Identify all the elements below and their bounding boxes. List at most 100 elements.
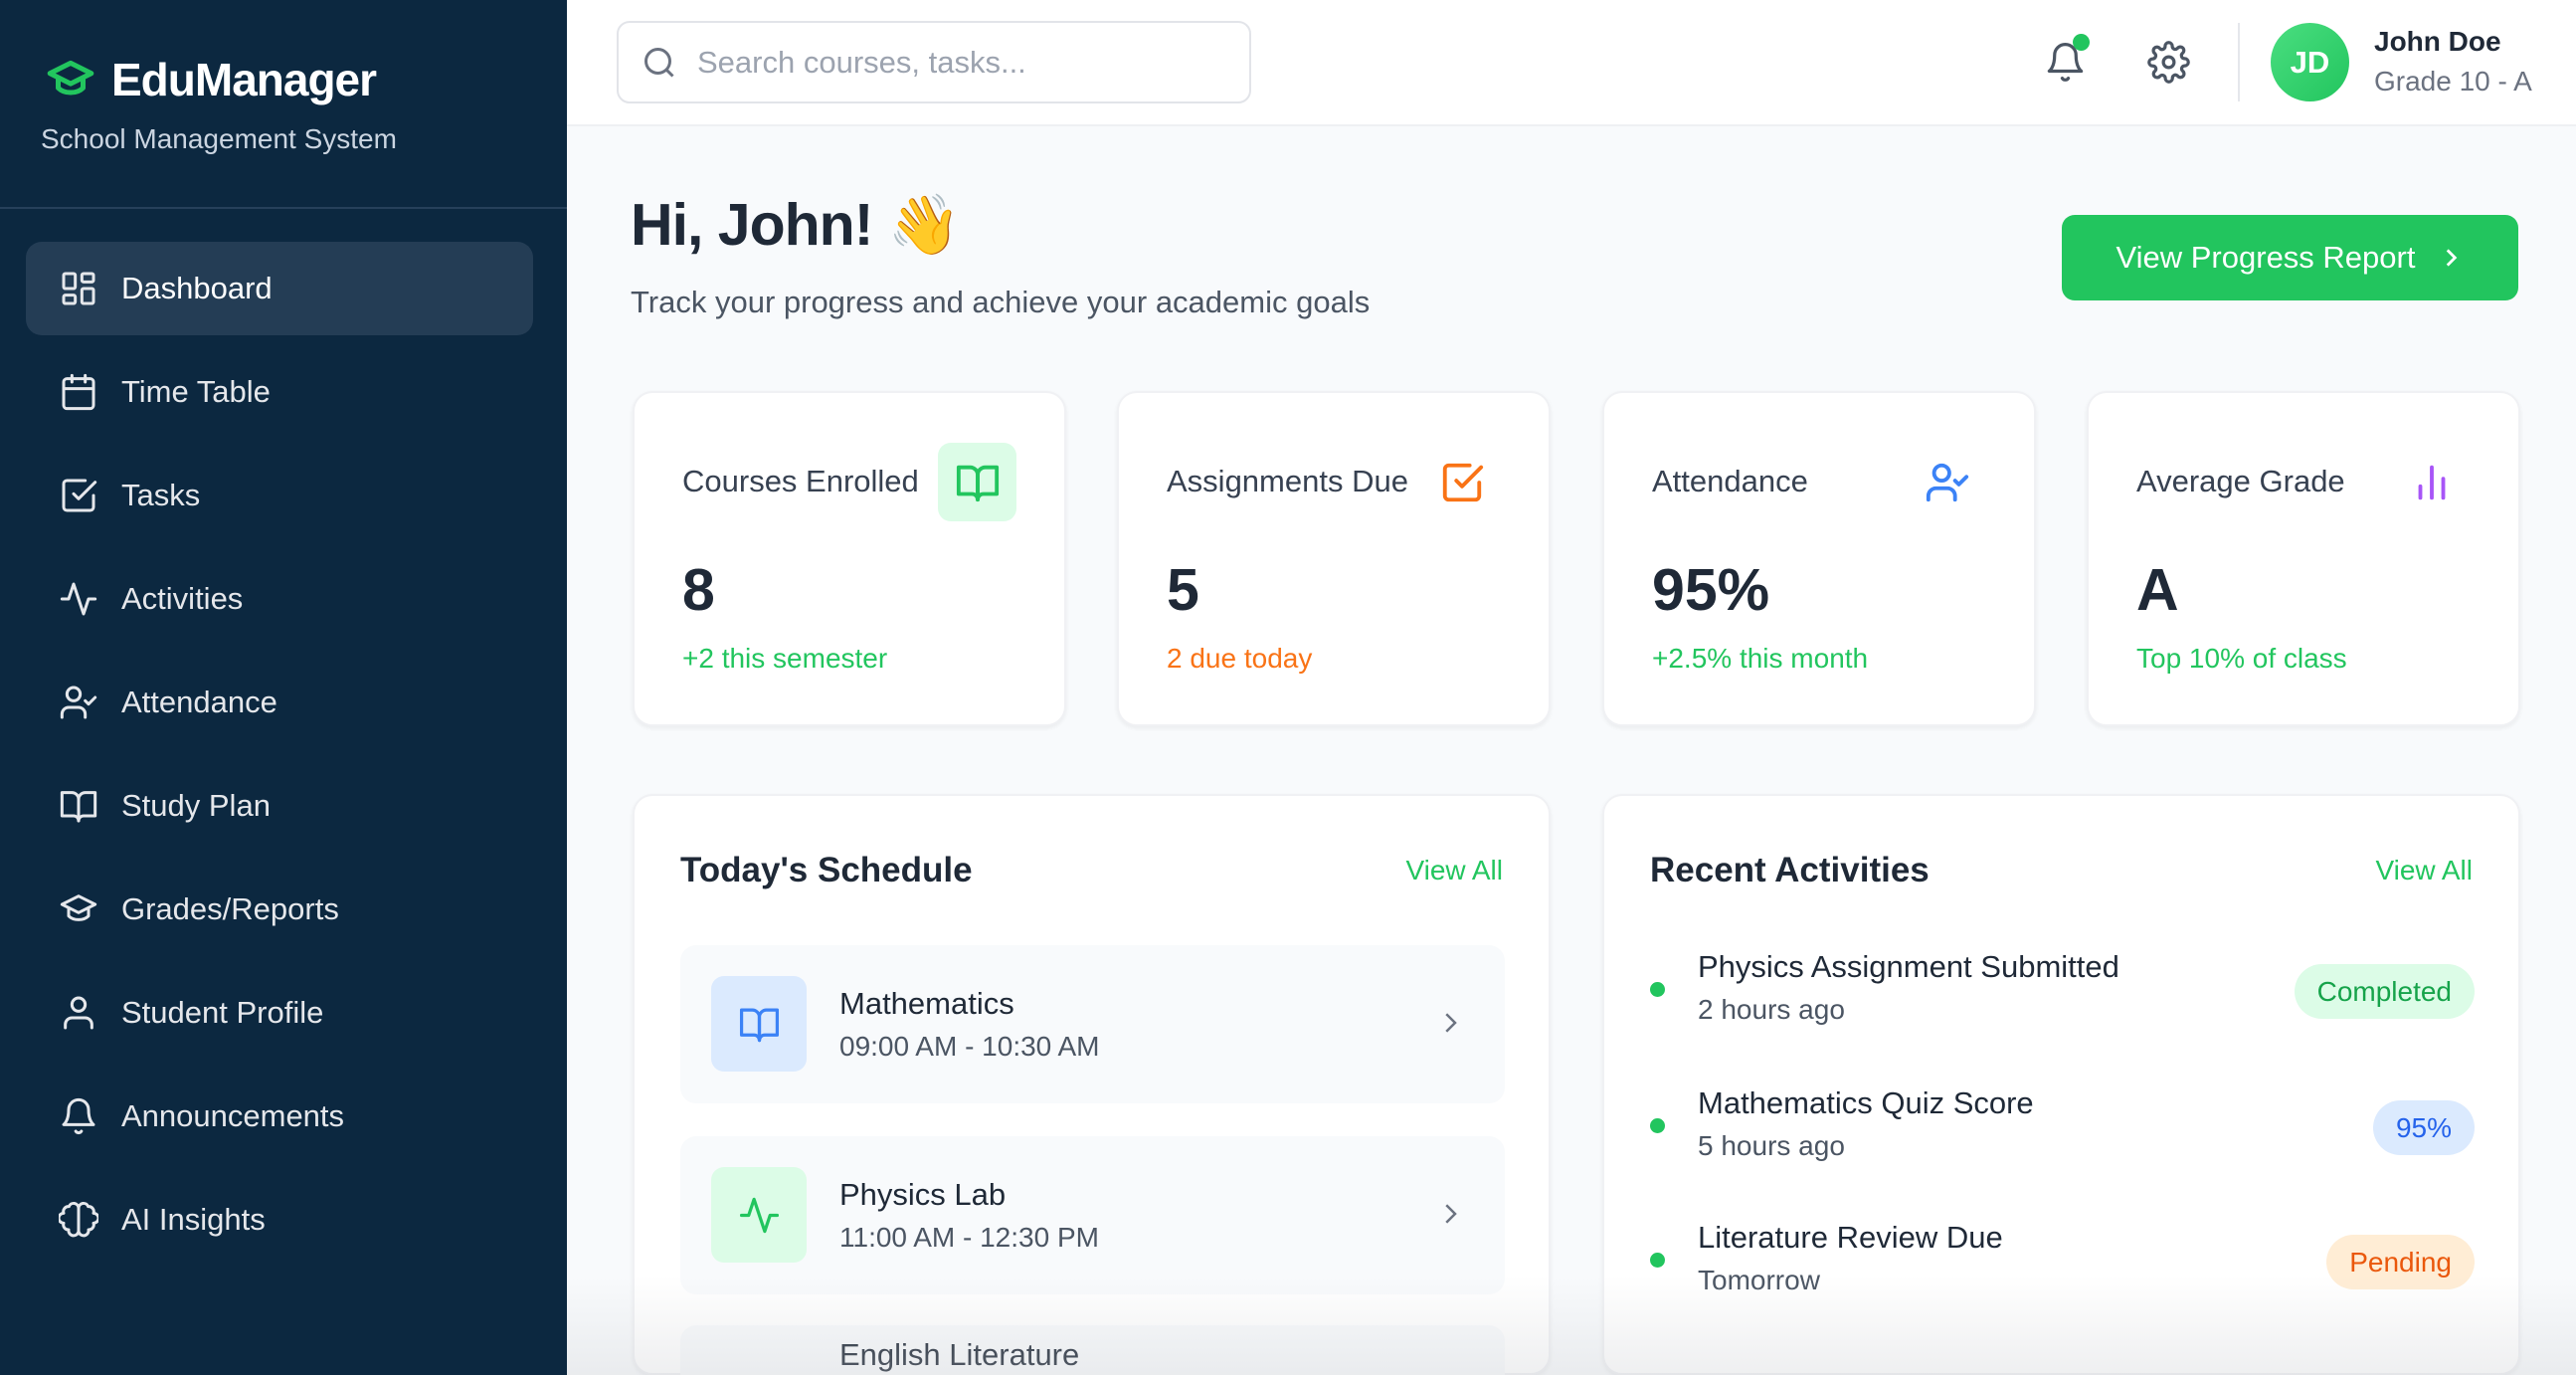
sidebar: EduManager School Management System Dash… xyxy=(0,0,567,1375)
graduation-cap-icon xyxy=(47,60,94,96)
user-check-icon xyxy=(60,686,97,719)
notifications-button[interactable] xyxy=(2044,34,2090,84)
sidebar-item-activities[interactable]: Activities xyxy=(26,552,533,646)
stat-card-assignments: Assignments Due 5 2 due today xyxy=(1117,391,1551,726)
activity-item[interactable]: Physics Assignment Submitted 2 hours ago… xyxy=(1650,944,2475,1043)
sidebar-item-attendance[interactable]: Attendance xyxy=(26,656,533,749)
status-badge: Pending xyxy=(2326,1235,2475,1289)
sidebar-item-tasks[interactable]: Tasks xyxy=(26,449,533,542)
page-title: Hi, John! 👋 xyxy=(631,192,961,258)
schedule-title: Physics Lab xyxy=(839,1177,1007,1212)
brain-icon xyxy=(59,1202,98,1238)
panel-title: Recent Activities xyxy=(1650,851,1930,889)
sidebar-item-grades-reports[interactable]: Grades/Reports xyxy=(26,863,533,956)
stat-sub: Top 10% of class xyxy=(2136,643,2347,674)
view-progress-report-button[interactable]: View Progress Report xyxy=(2062,215,2518,300)
sidebar-item-student-profile[interactable]: Student Profile xyxy=(26,966,533,1060)
stat-label: Courses Enrolled xyxy=(682,464,919,498)
button-label: View Progress Report xyxy=(2116,240,2416,275)
notification-dot xyxy=(2073,34,2090,51)
view-all-activities-link[interactable]: View All xyxy=(2375,855,2473,885)
chevron-right-icon xyxy=(1445,1204,1457,1224)
schedule-item[interactable]: Physics Lab 11:00 AM - 12:30 PM xyxy=(680,1136,1505,1294)
schedule-item[interactable]: Mathematics 09:00 AM - 10:30 AM xyxy=(680,945,1505,1103)
checkbox-icon xyxy=(1442,463,1483,501)
sidebar-item-label: Grades/Reports xyxy=(121,891,339,926)
app-subtitle: School Management System xyxy=(41,123,397,154)
activity-title: Mathematics Quiz Score xyxy=(1698,1085,2034,1120)
sidebar-item-dashboard[interactable]: Dashboard xyxy=(26,242,533,335)
sidebar-item-ai-insights[interactable]: AI Insights xyxy=(26,1173,533,1267)
sidebar-item-label: Attendance xyxy=(121,685,277,719)
stat-label: Assignments Due xyxy=(1167,464,1408,498)
checkbox-icon xyxy=(62,479,97,512)
view-all-schedule-link[interactable]: View All xyxy=(1405,855,1503,885)
search-box[interactable] xyxy=(617,21,1251,103)
divider xyxy=(2238,23,2240,101)
sidebar-item-label: Student Profile xyxy=(121,995,324,1030)
stat-icon-box xyxy=(2392,443,2471,521)
sidebar-item-label: Time Table xyxy=(121,374,271,409)
bar-chart-icon xyxy=(2418,465,2445,499)
book-open-icon xyxy=(739,1008,779,1042)
score-badge: 95% xyxy=(2372,1100,2475,1155)
bell-icon xyxy=(2047,43,2084,82)
gear-icon xyxy=(2147,41,2190,84)
search-input[interactable] xyxy=(697,44,1224,81)
stat-label: Average Grade xyxy=(2136,464,2345,498)
stat-card-attendance: Attendance 95% +2.5% this month xyxy=(1602,391,2036,726)
book-open-icon xyxy=(956,465,999,501)
schedule-icon-box xyxy=(711,1167,807,1263)
stat-card-grade: Average Grade A Top 10% of class xyxy=(2087,391,2520,726)
chevron-right-icon xyxy=(2447,249,2458,267)
todays-schedule-panel: Today's Schedule View All Mathematics 09… xyxy=(633,794,1551,1375)
graduation-cap-icon xyxy=(60,894,97,921)
schedule-item[interactable]: English Literature xyxy=(680,1325,1505,1375)
activity-title: Physics Assignment Submitted xyxy=(1698,949,2119,984)
chevron-right-icon xyxy=(1445,1013,1457,1033)
sidebar-item-label: AI Insights xyxy=(121,1202,266,1237)
sidebar-nav: Dashboard Time Table Tasks Activities At… xyxy=(26,242,533,1277)
stat-icon-box xyxy=(1422,443,1501,521)
activity-item[interactable]: Literature Review Due Tomorrow Pending xyxy=(1650,1215,2475,1313)
sidebar-item-label: Announcements xyxy=(121,1098,345,1133)
user-name: John Doe xyxy=(2374,26,2501,57)
schedule-icon-box xyxy=(711,976,807,1072)
recent-activities-panel: Recent Activities View All Physics Assig… xyxy=(1602,794,2520,1375)
avatar[interactable]: JD xyxy=(2271,23,2349,101)
bell-icon xyxy=(62,1097,95,1135)
activity-time: Tomorrow xyxy=(1698,1265,1820,1295)
book-open-icon xyxy=(60,791,97,823)
activity-time: 5 hours ago xyxy=(1698,1130,1845,1161)
status-dot xyxy=(1650,982,1665,997)
stat-value: A xyxy=(2136,557,2179,623)
user-icon xyxy=(64,996,93,1030)
sidebar-item-label: Activities xyxy=(121,581,244,616)
stat-value: 8 xyxy=(682,557,715,623)
stat-sub: +2.5% this month xyxy=(1652,643,1869,674)
calendar-icon xyxy=(62,373,95,411)
stat-card-courses: Courses Enrolled 8 +2 this semester xyxy=(633,391,1066,726)
logo[interactable]: EduManager xyxy=(43,53,377,106)
schedule-time: 09:00 AM - 10:30 AM xyxy=(839,1031,1100,1062)
sidebar-item-announcements[interactable]: Announcements xyxy=(26,1070,533,1163)
top-header: JD John Doe Grade 10 - A xyxy=(567,0,2576,126)
schedule-title: Mathematics xyxy=(839,986,1014,1021)
schedule-time: 11:00 AM - 12:30 PM xyxy=(839,1222,1099,1253)
stat-sub: 2 due today xyxy=(1167,643,1313,674)
app-name: EduManager xyxy=(111,54,377,105)
sidebar-item-time-table[interactable]: Time Table xyxy=(26,345,533,439)
status-dot xyxy=(1650,1253,1665,1268)
settings-button[interactable] xyxy=(2147,41,2190,84)
page-subtitle: Track your progress and achieve your aca… xyxy=(631,285,1371,319)
stat-sub: +2 this semester xyxy=(682,643,888,674)
activity-item[interactable]: Mathematics Quiz Score 5 hours ago 95% xyxy=(1650,1080,2475,1179)
stat-icon-box xyxy=(1908,443,1986,521)
sidebar-item-study-plan[interactable]: Study Plan xyxy=(26,759,533,853)
dashboard-grid-icon xyxy=(62,272,95,305)
stat-icon-box xyxy=(938,443,1016,521)
status-dot xyxy=(1650,1118,1665,1133)
activity-title: Literature Review Due xyxy=(1698,1220,2003,1255)
activity-icon xyxy=(739,1197,779,1233)
activity-time: 2 hours ago xyxy=(1698,994,1845,1025)
